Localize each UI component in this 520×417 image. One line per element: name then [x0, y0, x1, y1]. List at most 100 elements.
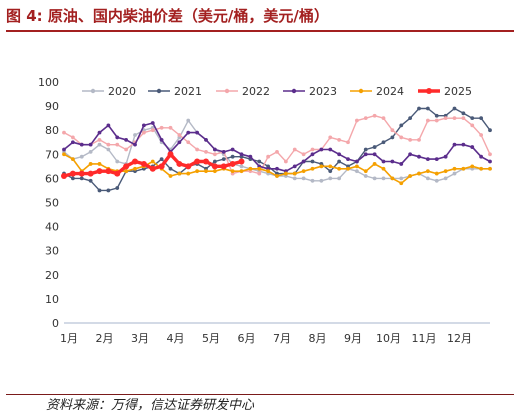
x-tick-label: 2月: [96, 332, 114, 345]
data-point-2025: [69, 170, 76, 177]
data-point-2022: [186, 140, 191, 145]
data-point-2022: [106, 142, 111, 147]
data-point-2024: [70, 157, 75, 162]
data-point-2021: [470, 116, 475, 121]
data-point-2023: [177, 140, 182, 145]
data-point-2021: [70, 176, 75, 181]
data-point-2023: [62, 147, 66, 152]
data-point-2023: [346, 157, 350, 162]
data-point-2024: [452, 166, 457, 171]
data-point-2024: [488, 166, 492, 171]
data-point-2020: [372, 176, 377, 181]
legend-marker-2024: [358, 88, 364, 94]
legend-marker-2025: [426, 88, 432, 94]
data-point-2025: [149, 165, 156, 172]
x-tick-label: 7月: [273, 332, 291, 345]
data-point-2021: [221, 157, 226, 162]
legend-label-2023: 2023: [309, 85, 337, 98]
data-point-2020: [443, 176, 448, 181]
data-point-2024: [195, 169, 200, 174]
data-point-2024: [230, 169, 235, 174]
data-point-2023: [310, 152, 315, 157]
data-point-2025: [211, 163, 218, 170]
y-tick-label: 50: [45, 197, 59, 210]
data-point-2023: [204, 137, 208, 142]
data-point-2022: [328, 135, 333, 140]
data-point-2023: [70, 140, 75, 145]
data-point-2024: [239, 169, 244, 174]
data-point-2022: [204, 149, 208, 154]
data-point-2021: [337, 159, 342, 164]
data-point-2023: [124, 137, 129, 142]
data-point-2021: [425, 106, 430, 111]
data-point-2023: [319, 147, 324, 152]
data-point-2023: [337, 152, 342, 157]
data-point-2023: [399, 162, 404, 166]
data-point-2020: [79, 154, 84, 159]
data-point-2023: [79, 142, 84, 147]
data-point-2021: [363, 147, 368, 152]
data-point-2023: [106, 123, 111, 128]
data-point-2025: [220, 163, 227, 170]
data-point-2022: [479, 133, 484, 137]
data-point-2025: [132, 158, 138, 165]
data-point-2022: [354, 118, 359, 123]
x-tick-label: 5月: [202, 332, 220, 345]
data-point-2023: [354, 159, 359, 164]
title-rule: [6, 30, 514, 32]
data-point-2024: [212, 169, 217, 174]
data-point-2024: [434, 171, 439, 176]
data-point-2020: [452, 171, 457, 176]
data-point-2022: [310, 147, 315, 152]
data-point-2024: [381, 166, 386, 171]
data-point-2024: [150, 159, 155, 164]
data-point-2020: [133, 133, 137, 137]
data-point-2020: [328, 176, 333, 181]
x-tick-label: 3月: [131, 332, 149, 345]
data-point-2025: [105, 168, 112, 175]
data-point-2022: [417, 137, 421, 142]
data-point-2022: [141, 130, 146, 135]
data-point-2023: [186, 130, 191, 135]
data-point-2022: [425, 118, 430, 123]
y-tick-label: 0: [52, 317, 59, 330]
data-point-2024: [168, 174, 173, 178]
data-point-2022: [212, 152, 217, 157]
data-point-2020: [97, 142, 102, 147]
data-point-2020: [292, 176, 297, 181]
data-point-2020: [434, 178, 439, 183]
data-point-2025: [61, 172, 67, 179]
data-point-2024: [399, 181, 404, 186]
data-point-2023: [390, 159, 395, 164]
data-point-2025: [140, 160, 147, 167]
data-point-2021: [452, 106, 457, 111]
data-point-2023: [461, 142, 466, 147]
data-point-2020: [381, 176, 386, 181]
data-point-2024: [310, 166, 315, 171]
data-point-2023: [141, 123, 146, 128]
data-point-2022: [97, 137, 102, 142]
data-point-2025: [78, 170, 85, 177]
data-point-2020: [186, 118, 191, 123]
data-point-2022: [443, 116, 448, 121]
data-point-2022: [177, 133, 182, 137]
data-point-2023: [195, 130, 200, 135]
data-point-2022: [434, 118, 439, 123]
data-point-2021: [461, 111, 466, 116]
data-point-2020: [301, 176, 306, 181]
data-point-2025: [194, 158, 201, 165]
data-point-2025: [96, 168, 103, 175]
data-point-2021: [168, 166, 173, 171]
data-point-2022: [372, 113, 377, 118]
data-point-2021: [328, 169, 333, 174]
data-point-2023: [470, 145, 475, 149]
data-point-2024: [124, 169, 129, 174]
data-point-2021: [97, 188, 102, 193]
x-tick-label: 9月: [344, 332, 362, 345]
data-point-2025: [158, 163, 165, 170]
data-point-2022: [381, 116, 386, 121]
data-point-2022: [124, 147, 129, 152]
data-point-2023: [328, 147, 333, 152]
data-point-2024: [204, 169, 208, 174]
data-point-2024: [301, 169, 306, 174]
